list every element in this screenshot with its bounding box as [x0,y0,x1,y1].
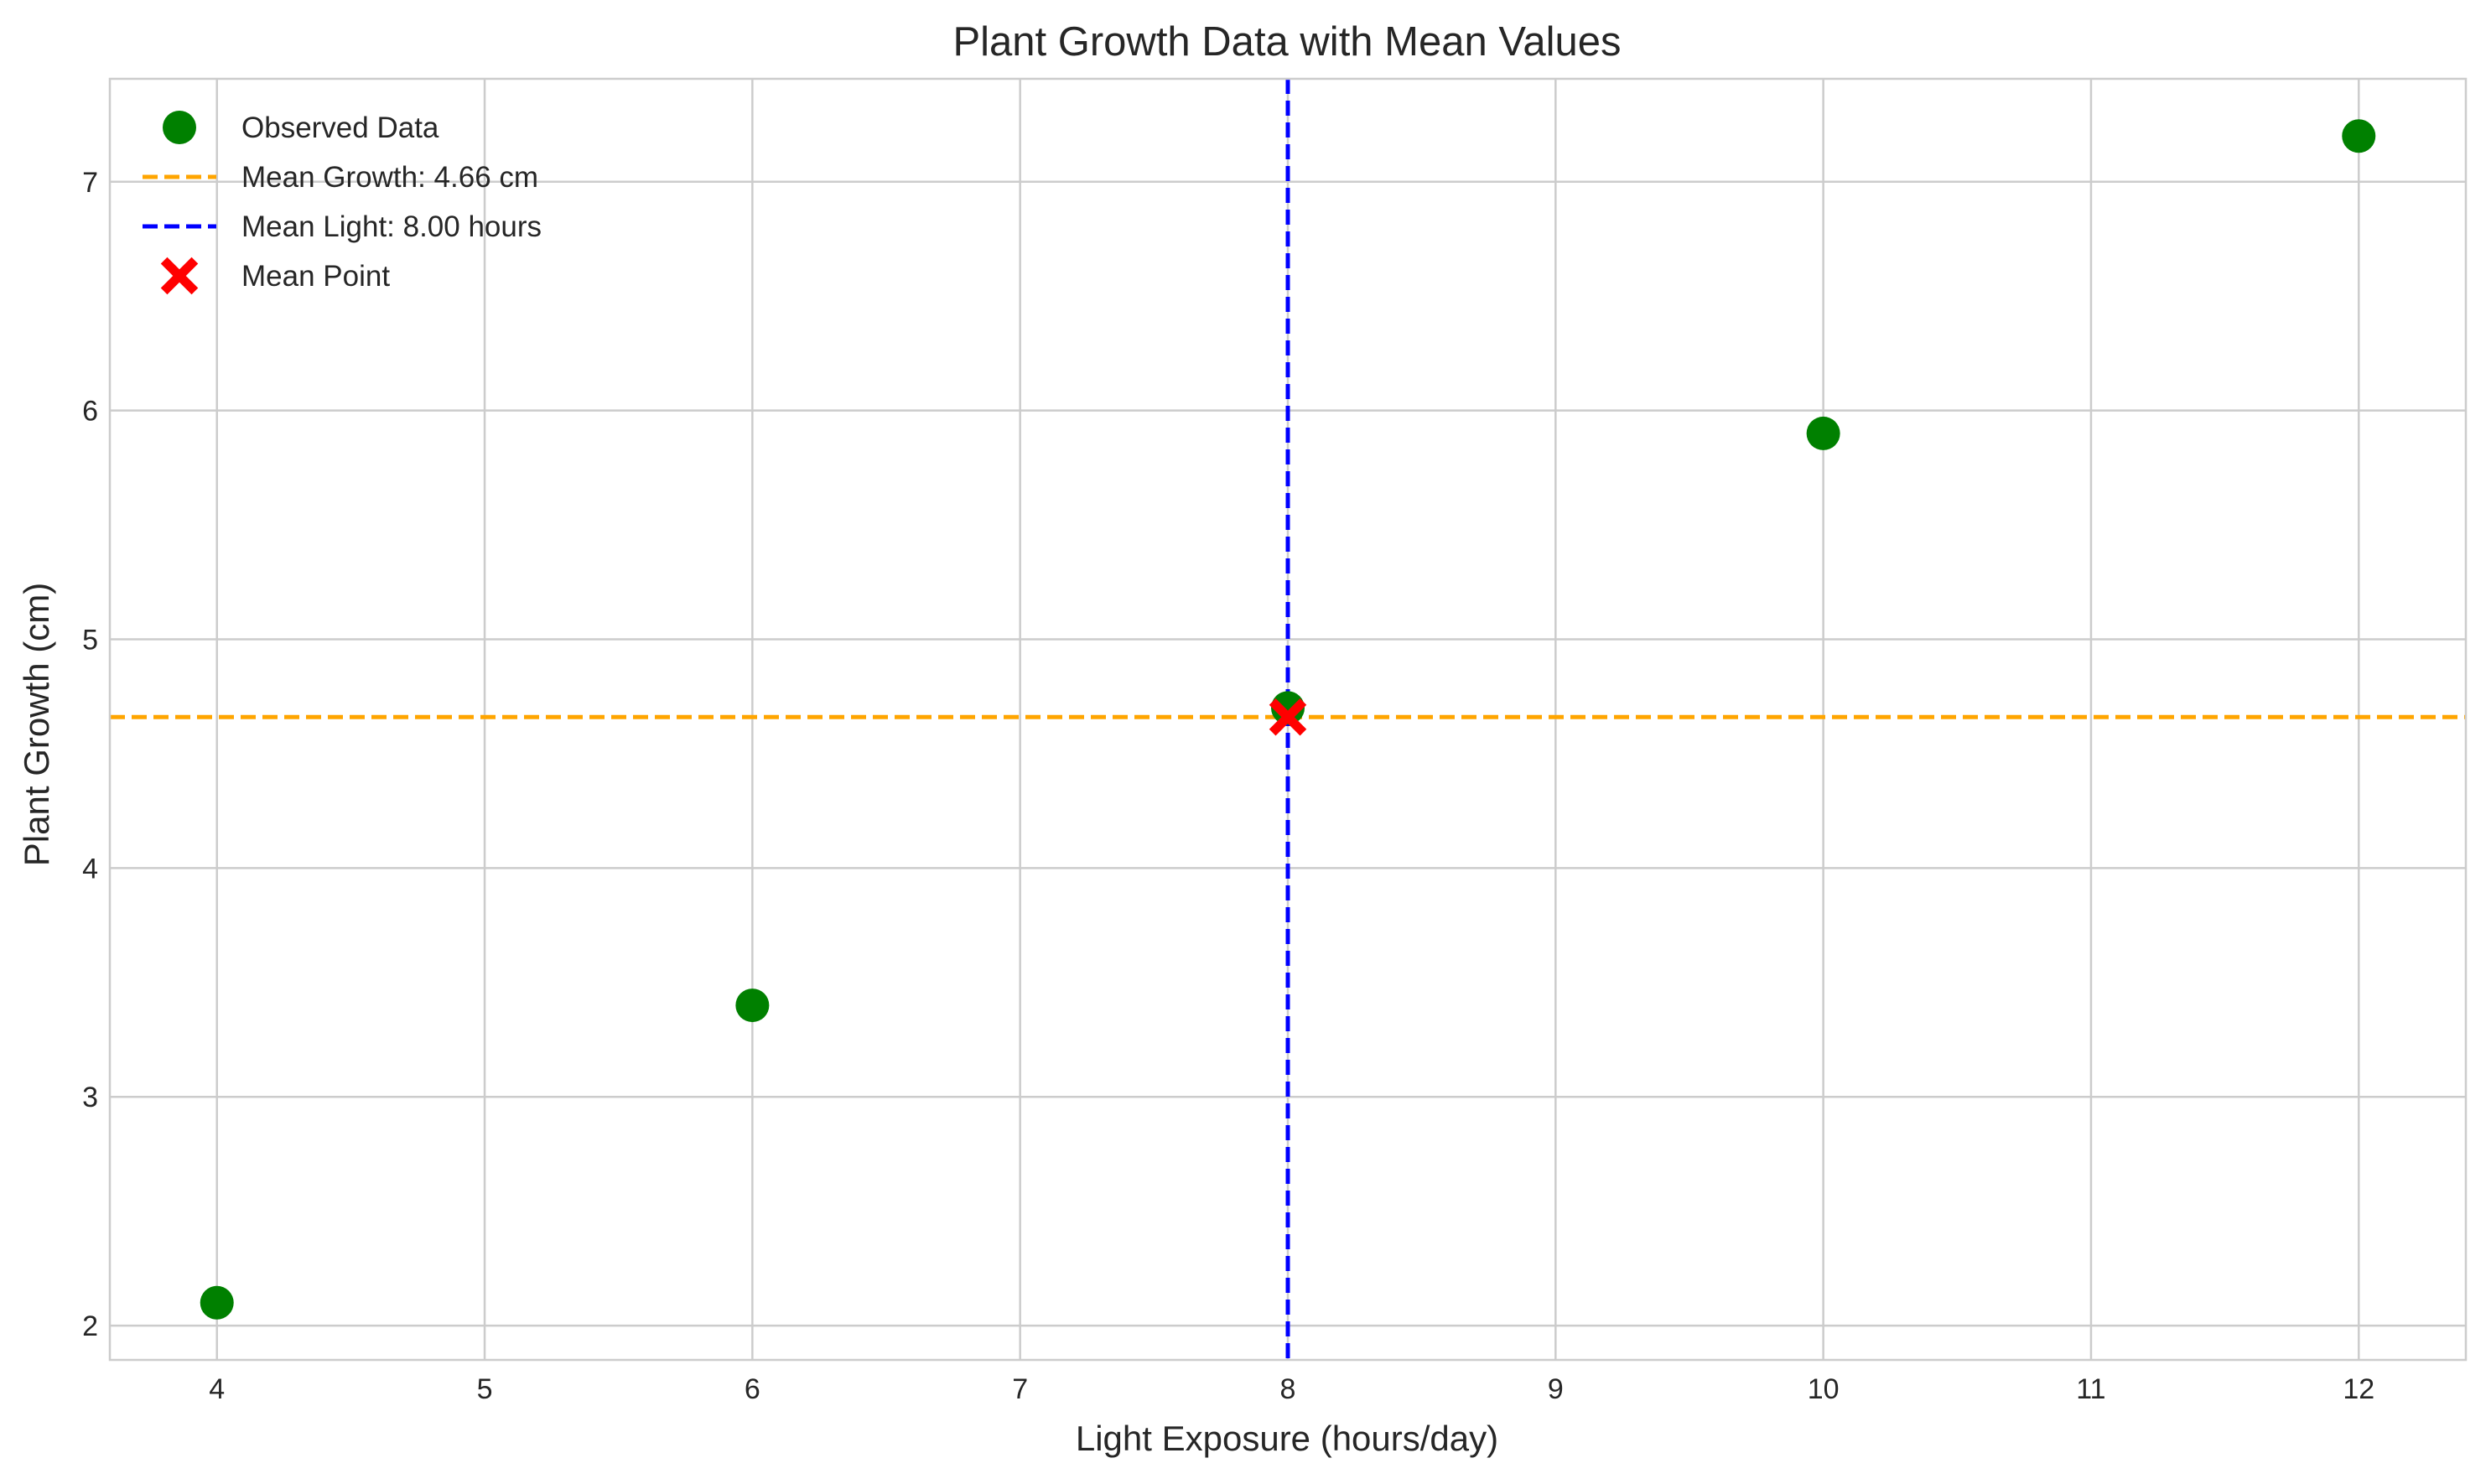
legend-label: Mean Growth: 4.66 cm [241,161,538,194]
x-axis-label: Light Exposure (hours/day) [1076,1419,1498,1458]
legend-label: Mean Light: 8.00 hours [241,210,542,243]
plot-area [108,77,2468,1362]
y-tick-label: 7 [82,167,98,199]
legend-label: Observed Data [241,112,439,144]
x-tick-label: 4 [209,1373,225,1405]
chart-title: Plant Growth Data with Mean Values [952,19,1621,65]
x-tick-label: 7 [1012,1373,1028,1405]
mean-point-marker [1269,698,1307,736]
y-tick-label: 2 [82,1310,98,1342]
x-tick-label: 11 [2076,1373,2105,1405]
y-tick-label: 6 [82,396,98,428]
y-tick-label: 3 [82,1082,98,1113]
x-tick-label: 8 [1280,1373,1296,1405]
y-tick-label: 5 [82,625,98,656]
observed-data-point [2342,119,2376,153]
observed-data-point [1806,416,1840,450]
data-points [200,119,2376,1320]
observed-data-point [200,1285,234,1320]
x-tick-label: 12 [2343,1373,2374,1405]
x-tick-label: 9 [1548,1373,1564,1405]
legend: Observed Data Mean Growth: 4.66 cm Mean Li… [143,111,542,295]
legend-symbol [160,257,199,295]
legend-cross [160,257,199,295]
y-tick-labels: 2 3 4 5 6 7 [82,167,98,1342]
x-tick-label: 6 [745,1373,760,1405]
observed-data-point [735,988,770,1023]
y-tick-label: 4 [82,853,98,885]
y-axis-label: Plant Growth (cm) [17,583,56,866]
x-tick-label: 10 [1808,1373,1840,1405]
observed-data-point [1271,691,1305,725]
plot-frame [108,77,2468,1362]
legend-label: Mean Point [241,260,390,293]
x-tick-labels: 4 5 6 7 8 9 10 11 12 [209,1373,2374,1405]
x-tick-label: 5 [477,1373,493,1405]
legend-symbol [163,111,196,144]
